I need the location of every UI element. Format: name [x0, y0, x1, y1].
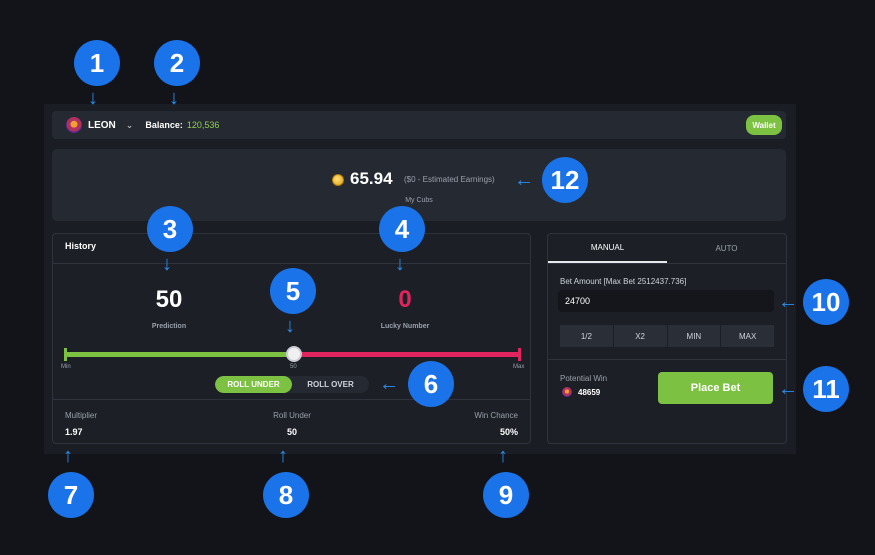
slider-min-label: Min: [61, 364, 71, 370]
roll-under-button[interactable]: ROLL UNDER: [215, 376, 292, 393]
half-bet-button[interactable]: 1/2: [560, 325, 613, 347]
bet-amount-label: Bet Amount [Max Bet 2512437.736]: [560, 277, 687, 286]
roll-under-stat-label: Roll Under: [273, 411, 311, 420]
username[interactable]: LEON: [88, 119, 116, 131]
arrow-up-icon: ↑: [278, 445, 288, 467]
roll-under-stat-value[interactable]: 50: [286, 427, 297, 437]
annotation-badge: 8: [263, 472, 309, 518]
multiplier-label: Multiplier: [65, 411, 98, 420]
multiplier-value[interactable]: 1.97: [65, 427, 83, 437]
slider-track-lose[interactable]: [294, 352, 519, 357]
annotation-badge: 10: [803, 279, 849, 325]
arrow-left-icon: ←: [514, 169, 534, 191]
annotation-badge: 12: [542, 157, 588, 203]
lucky-number-label: Lucky Number: [380, 323, 430, 330]
dice-panel: History 50 Prediction 0 Lucky Number Min…: [52, 233, 531, 444]
divider: [548, 359, 786, 360]
min-bet-button[interactable]: MIN: [667, 325, 721, 347]
annotation-badge: 4: [379, 206, 425, 252]
avatar[interactable]: [66, 117, 82, 133]
bet-panel: MANUAL AUTO Bet Amount [Max Bet 2512437.…: [547, 233, 787, 444]
place-bet-button[interactable]: Place Bet: [658, 372, 773, 404]
potential-win-label: Potential Win: [560, 374, 608, 383]
annotation-badge: 1: [74, 40, 120, 86]
chevron-down-icon[interactable]: ⌄: [125, 119, 134, 130]
annotation-badge: 3: [147, 206, 193, 252]
slider-handle[interactable]: [286, 346, 302, 362]
balance-label: Balance:: [145, 120, 183, 130]
annotation-badge: 6: [408, 361, 454, 407]
history-tab[interactable]: History: [53, 234, 530, 264]
annotation-badge: 5: [270, 268, 316, 314]
balance-value: 120,536: [186, 120, 220, 130]
quick-bet-buttons: 1/2 X2 MIN MAX: [560, 325, 774, 347]
arrow-down-icon: ↓: [285, 315, 295, 337]
arrow-left-icon: ←: [778, 291, 798, 313]
arrow-down-icon: ↓: [395, 253, 405, 275]
win-chance-label: Win Chance: [474, 411, 518, 420]
bet-tabs: MANUAL AUTO: [548, 234, 786, 264]
roll-over-button[interactable]: ROLL OVER: [307, 380, 354, 389]
slider-max-label: Max: [513, 364, 525, 370]
win-chance-value[interactable]: 50%: [499, 427, 518, 437]
arrow-down-icon: ↓: [162, 253, 172, 275]
earnings-estimate: ($0 - Estimated Earnings): [404, 175, 495, 184]
annotation-badge: 2: [154, 40, 200, 86]
earnings-caption: My Cubs: [405, 197, 433, 204]
lucky-number-value: 0: [398, 286, 412, 313]
max-bet-button[interactable]: MAX: [721, 325, 774, 347]
token-icon: [562, 387, 572, 397]
prediction-label: Prediction: [151, 323, 187, 330]
wallet-button[interactable]: Wallet: [746, 115, 782, 135]
top-bar: LEON ⌄ Balance: 120,536 Wallet: [52, 111, 786, 139]
slider-track-win[interactable]: [65, 352, 294, 357]
prediction-value: 50: [155, 286, 183, 313]
roll-mode-toggle: ROLL UNDER ROLL OVER: [215, 376, 369, 393]
slider-mid-label: 50: [290, 364, 297, 370]
annotation-badge: 9: [483, 472, 529, 518]
bet-amount-input[interactable]: [558, 290, 774, 312]
tab-manual[interactable]: MANUAL: [548, 234, 667, 263]
arrow-up-icon: ↑: [498, 445, 508, 467]
arrow-up-icon: ↑: [63, 445, 73, 467]
arrow-left-icon: ←: [778, 378, 798, 400]
arrow-down-icon: ↓: [88, 87, 98, 109]
coin-icon: [332, 174, 344, 186]
slider-max-tick: [518, 348, 521, 361]
tab-auto[interactable]: AUTO: [715, 244, 738, 253]
double-bet-button[interactable]: X2: [613, 325, 667, 347]
divider: [53, 399, 530, 400]
potential-win-value: 48659: [578, 388, 601, 397]
arrow-left-icon: ←: [379, 373, 399, 395]
annotation-badge: 11: [803, 366, 849, 412]
annotation-badge: 7: [48, 472, 94, 518]
arrow-down-icon: ↓: [169, 87, 179, 109]
earnings-amount: 65.94: [350, 169, 393, 188]
